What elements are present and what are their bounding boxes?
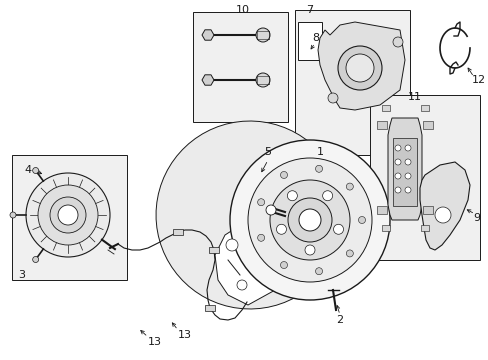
Bar	[294, 10, 409, 155]
Circle shape	[237, 280, 246, 290]
Circle shape	[247, 158, 371, 282]
Circle shape	[265, 205, 275, 215]
Polygon shape	[419, 162, 469, 250]
Circle shape	[298, 209, 320, 231]
Circle shape	[229, 140, 389, 300]
Circle shape	[280, 261, 287, 269]
Text: 1: 1	[316, 147, 323, 157]
Bar	[12, 155, 127, 280]
Circle shape	[38, 185, 98, 245]
Bar	[422, 206, 432, 214]
Circle shape	[256, 28, 269, 42]
Circle shape	[50, 197, 86, 233]
Bar	[420, 105, 428, 111]
Circle shape	[358, 216, 365, 224]
Text: 12: 12	[471, 75, 485, 85]
Circle shape	[333, 224, 343, 234]
Text: 9: 9	[472, 213, 480, 223]
Text: 13: 13	[148, 337, 162, 347]
Circle shape	[322, 191, 332, 201]
Circle shape	[346, 183, 353, 190]
Circle shape	[58, 205, 78, 225]
Circle shape	[404, 187, 410, 193]
Bar	[381, 225, 389, 231]
Circle shape	[256, 73, 269, 87]
Text: 2: 2	[336, 315, 343, 325]
Circle shape	[394, 173, 400, 179]
Circle shape	[33, 256, 39, 262]
Circle shape	[346, 250, 353, 257]
Circle shape	[287, 191, 297, 201]
Bar	[204, 305, 215, 311]
Text: 6: 6	[254, 191, 261, 201]
Bar	[297, 22, 321, 60]
Bar	[369, 95, 479, 260]
Bar	[381, 105, 389, 111]
Circle shape	[269, 180, 349, 260]
Circle shape	[315, 268, 322, 275]
Circle shape	[33, 167, 39, 174]
Text: 10: 10	[236, 5, 249, 15]
Circle shape	[392, 37, 402, 47]
Text: 4: 4	[24, 165, 32, 175]
Bar	[208, 247, 219, 253]
Circle shape	[287, 198, 331, 242]
Circle shape	[280, 171, 287, 179]
Circle shape	[257, 234, 264, 241]
Circle shape	[404, 173, 410, 179]
Circle shape	[305, 245, 314, 255]
Circle shape	[394, 187, 400, 193]
Circle shape	[26, 173, 110, 257]
Text: 13: 13	[178, 330, 192, 340]
Circle shape	[394, 145, 400, 151]
Circle shape	[257, 199, 264, 206]
Bar	[376, 121, 386, 129]
Polygon shape	[317, 22, 404, 110]
Polygon shape	[387, 118, 421, 220]
Circle shape	[10, 212, 16, 218]
Circle shape	[404, 159, 410, 165]
Text: 8: 8	[312, 33, 319, 43]
Circle shape	[346, 54, 373, 82]
Circle shape	[337, 46, 381, 90]
Circle shape	[434, 207, 450, 223]
Bar	[376, 206, 386, 214]
Circle shape	[225, 239, 238, 251]
Bar	[392, 138, 416, 206]
Circle shape	[276, 224, 286, 234]
Circle shape	[327, 93, 337, 103]
Text: 11: 11	[407, 92, 421, 102]
Circle shape	[404, 145, 410, 151]
Circle shape	[315, 165, 322, 172]
Bar	[193, 12, 287, 122]
Circle shape	[394, 159, 400, 165]
Text: 7: 7	[306, 5, 313, 15]
Bar	[420, 225, 428, 231]
Text: 3: 3	[19, 270, 25, 280]
Text: 5: 5	[264, 147, 271, 157]
Bar	[422, 121, 432, 129]
Polygon shape	[156, 121, 333, 309]
Bar	[173, 229, 183, 235]
